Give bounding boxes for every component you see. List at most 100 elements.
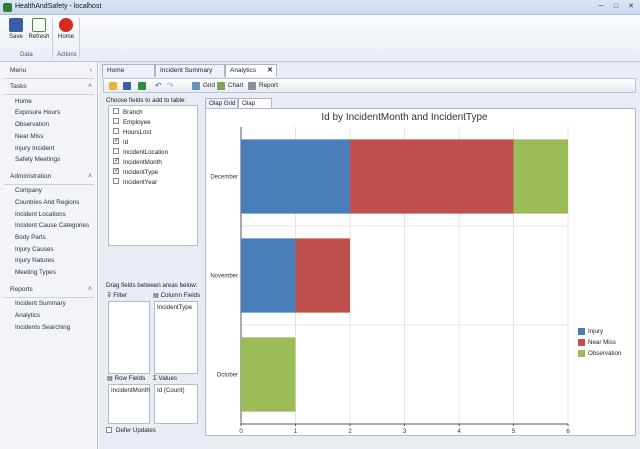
sidebar-item-injury-natures[interactable]: Injury Natures xyxy=(15,257,55,264)
undo-icon[interactable]: ↶ xyxy=(155,81,162,90)
tab-analytics[interactable]: Analytics ✕ xyxy=(225,64,277,77)
sidebar-item-countries-and-regions[interactable]: Countries And Regions xyxy=(15,199,80,206)
field-branch[interactable]: Branch xyxy=(113,108,143,118)
tab-home[interactable]: Home xyxy=(102,64,155,77)
x-tick-label: 4 xyxy=(457,429,461,435)
choose-fields-label: Choose fields to add to table: xyxy=(106,97,187,104)
bar-injury xyxy=(241,139,350,214)
row-fields-drop-area[interactable]: IncidentMonth xyxy=(108,384,150,424)
open-icon[interactable] xyxy=(109,82,117,90)
x-tick-label: 2 xyxy=(348,429,352,435)
sidebar-item-exposure-hours[interactable]: Exposure Hours xyxy=(15,109,61,116)
field-label: IncidentYear xyxy=(123,179,158,186)
maximize-button[interactable]: □ xyxy=(613,3,619,10)
title-bar: HealthAndSafety - localhost ─ □ ✕ xyxy=(0,0,640,15)
chart-icon[interactable] xyxy=(217,82,225,90)
section-title: Reports xyxy=(10,286,33,293)
legend-label: Injury xyxy=(588,328,604,335)
field-label: Employee xyxy=(123,119,151,126)
tab-label: Incident Summary xyxy=(160,67,213,74)
checkbox[interactable] xyxy=(106,427,112,434)
category-label: December xyxy=(210,175,238,181)
section-header-reports[interactable]: Reports ˄ xyxy=(0,283,98,296)
redo-icon[interactable]: ↷ xyxy=(167,81,174,90)
category-label: November xyxy=(210,274,238,280)
sidebar-item-near-miss[interactable]: Near Miss xyxy=(15,133,44,140)
home-button[interactable]: Home xyxy=(55,18,77,40)
legend-item: Near Miss xyxy=(578,338,621,349)
minimize-button[interactable]: ─ xyxy=(598,3,604,10)
sidebar-item-incident-locations[interactable]: Incident Locations xyxy=(15,211,66,218)
checkbox[interactable] xyxy=(113,108,119,115)
legend-item: Observation xyxy=(578,349,621,360)
row-fields-label: Row Fields xyxy=(114,375,146,382)
field-incidentlocation[interactable]: IncidentLocation xyxy=(113,148,168,158)
row-fields-area-label: ▤ Row Fields xyxy=(107,375,145,382)
sidebar-item-incident-summary[interactable]: Incident Summary xyxy=(15,300,66,307)
save-button[interactable]: Save xyxy=(5,18,27,40)
column-field-entry[interactable]: IncidentType xyxy=(157,304,193,311)
chevron-up-icon[interactable]: ˄ xyxy=(87,286,92,293)
defer-updates-checkbox[interactable]: Defer Updates xyxy=(106,427,156,434)
row-field-entry[interactable]: IncidentMonth xyxy=(111,387,150,394)
excel-icon[interactable] xyxy=(138,82,146,90)
section-header-administration[interactable]: Administration ˄ xyxy=(0,170,98,183)
save-label: Save xyxy=(9,34,23,40)
checkbox[interactable] xyxy=(113,118,119,125)
refresh-button[interactable]: Refresh xyxy=(28,18,50,40)
app-icon xyxy=(3,3,12,12)
chevron-up-icon[interactable]: ˄ xyxy=(87,83,92,90)
checkbox[interactable] xyxy=(113,128,119,135)
chart-button[interactable]: Chart xyxy=(228,82,244,89)
collapse-icon[interactable]: ‹ xyxy=(89,67,92,74)
legend-label: Near Miss xyxy=(588,339,616,346)
report-button[interactable]: Report xyxy=(259,82,278,89)
field-list: Branch Employee HoursLost ✓ Id IncidentLo… xyxy=(108,105,198,246)
report-icon[interactable] xyxy=(248,82,256,90)
checkbox[interactable] xyxy=(113,178,119,185)
values-drop-area[interactable]: Id (Count) xyxy=(154,384,198,424)
field-employee[interactable]: Employee xyxy=(113,118,151,128)
sidebar-item-home[interactable]: Home xyxy=(15,98,32,105)
tab-olap-grid[interactable]: Olap Grid xyxy=(205,98,238,109)
checkbox-checked[interactable]: ✓ xyxy=(113,138,120,145)
tab-label: Home xyxy=(107,67,125,74)
column-fields-icon: ▤ xyxy=(153,292,161,299)
grid-icon[interactable] xyxy=(192,82,200,90)
sidebar-item-meeting-types[interactable]: Meeting Types xyxy=(15,269,56,276)
tab-incident-summary[interactable]: Incident Summary xyxy=(155,64,225,77)
checkbox-checked[interactable]: ✓ xyxy=(113,158,120,165)
bar-injury xyxy=(241,238,296,313)
section-header-tasks[interactable]: Tasks ˄ xyxy=(0,80,98,93)
sidebar-item-body-parts[interactable]: Body Parts xyxy=(15,234,46,241)
sidebar-item-incident-cause-categories[interactable]: Incident Cause Categories xyxy=(15,222,90,229)
sidebar-item-observation[interactable]: Observation xyxy=(15,121,49,128)
value-field-entry[interactable]: Id (Count) xyxy=(157,387,185,394)
field-label: HoursLost xyxy=(123,129,152,136)
sidebar-item-injury-causes[interactable]: Injury Causes xyxy=(15,246,54,253)
field-incidentmonth[interactable]: ✓ IncidentMonth xyxy=(113,158,162,168)
sidebar-item-company[interactable]: Company xyxy=(15,187,42,194)
field-incidenttype[interactable]: ✓ IncidentType xyxy=(113,168,158,178)
save-icon[interactable] xyxy=(123,82,131,90)
column-fields-area-label: ▤ Column Fields xyxy=(153,292,200,299)
filter-drop-area[interactable] xyxy=(108,301,150,374)
field-incidentyear[interactable]: IncidentYear xyxy=(113,178,157,188)
grid-button[interactable]: Grid xyxy=(203,82,215,89)
column-fields-drop-area[interactable]: IncidentType xyxy=(154,301,198,374)
chevron-up-icon[interactable]: ˄ xyxy=(87,173,92,180)
checkbox[interactable] xyxy=(113,148,119,155)
field-id[interactable]: ✓ Id xyxy=(113,138,128,148)
field-hourslost[interactable]: HoursLost xyxy=(113,128,151,138)
close-window-button[interactable]: ✕ xyxy=(628,3,634,10)
sidebar-item-incidents-searching[interactable]: Incidents Searching xyxy=(15,324,71,331)
menu-header[interactable]: Menu ‹ xyxy=(0,64,98,77)
window-title: HealthAndSafety - localhost xyxy=(15,3,102,10)
sidebar-item-safety-meetings[interactable]: Safety Meetings xyxy=(15,156,61,163)
sigma-icon: Σ xyxy=(153,375,159,382)
close-icon[interactable]: ✕ xyxy=(267,67,273,74)
checkbox-checked[interactable]: ✓ xyxy=(113,168,120,175)
sidebar-item-injury-incident[interactable]: Injury Incident xyxy=(15,145,55,152)
legend-label: Observation xyxy=(588,350,622,357)
sidebar-item-analytics[interactable]: Analytics xyxy=(15,312,41,319)
